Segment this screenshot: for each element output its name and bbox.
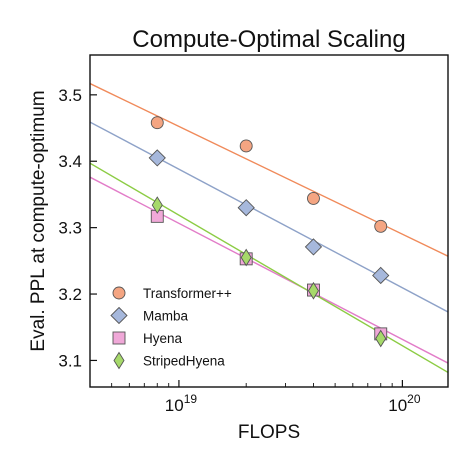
y-tick-label: 3.3	[58, 219, 82, 238]
legend-label-1: Mamba	[143, 309, 189, 324]
legend-marker-0	[112, 286, 126, 300]
fit-line-series-2	[90, 176, 448, 364]
data-point-series-1	[372, 266, 390, 285]
data-point-series-1	[237, 199, 255, 217]
data-point-series-0	[374, 219, 388, 233]
data-point-series-0	[150, 116, 164, 130]
legend-label-3: StripedHyena	[143, 354, 225, 369]
y-tick-label: 3.2	[58, 285, 82, 304]
x-axis-ticks: 1019 1020	[89, 380, 421, 415]
y-axis-ticks: 3.1 3.2 3.3 3.4 3.5	[58, 86, 97, 370]
legend-marker-1	[110, 306, 128, 325]
data-points	[148, 116, 390, 348]
data-point-series-1	[148, 149, 166, 167]
fit-line-series-0	[90, 82, 448, 257]
legend-label-2: Hyena	[143, 331, 183, 346]
data-point-series-3	[307, 281, 319, 300]
legend-marker-3	[113, 351, 125, 370]
fit-line-series-1	[90, 121, 448, 313]
data-point-series-3	[375, 329, 387, 348]
x-axis-label: FLOPS	[238, 422, 300, 443]
y-tick-label: 3.5	[58, 86, 82, 105]
legend-marker-2	[112, 331, 126, 345]
x-tick-label: 1020	[388, 392, 421, 415]
fit-lines	[90, 82, 448, 373]
data-point-series-0	[307, 191, 320, 205]
legend-label-0: Transformer++	[143, 286, 232, 301]
data-point-series-3	[151, 196, 163, 214]
chart-title: Compute-Optimal Scaling	[132, 26, 405, 53]
y-tick-label: 3.4	[58, 152, 82, 171]
fit-line-series-3	[90, 162, 448, 373]
plot-frame	[89, 54, 449, 388]
y-tick-label: 3.1	[58, 351, 82, 370]
x-tick-label: 1019	[165, 392, 198, 415]
data-point-series-0	[239, 139, 253, 153]
y-axis-label: Eval. PPL at compute-optimum	[28, 90, 49, 351]
data-point-series-3	[240, 248, 252, 267]
legend: Transformer++ Mamba Hyena StripedHyena	[110, 286, 232, 370]
data-point-series-1	[304, 238, 323, 256]
